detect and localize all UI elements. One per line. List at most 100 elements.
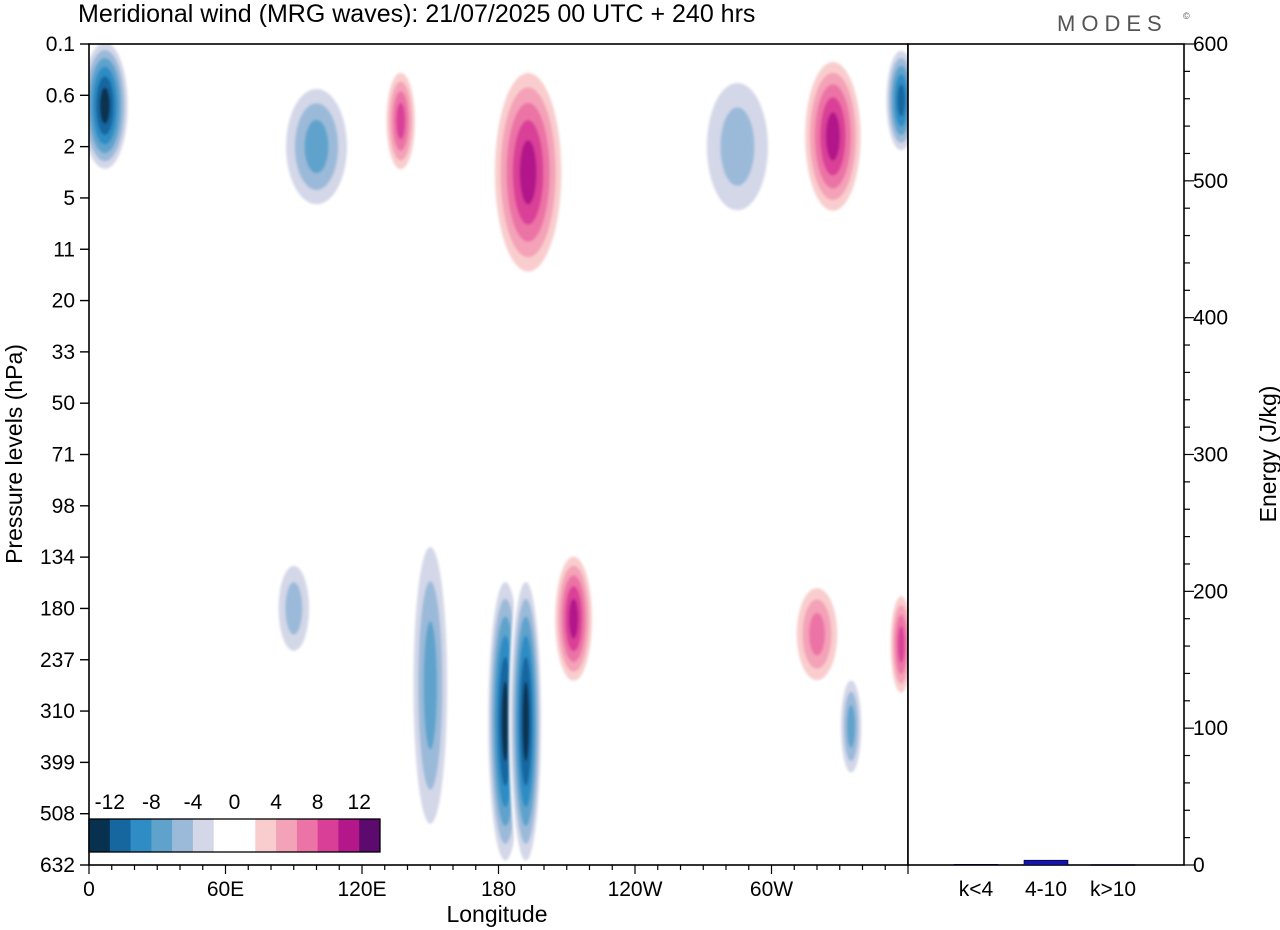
pressure-tick-label: 98 — [52, 495, 75, 518]
contour-feature-7 — [277, 76, 356, 218]
colorbar-label: 8 — [312, 791, 324, 814]
wavenumber-label: k>10 — [1090, 878, 1136, 901]
heatmap-panel — [88, 43, 909, 866]
heatmap-contours — [89, 44, 908, 865]
pressure-tick-label: 20 — [52, 290, 75, 313]
wavenumber-axis: k<4 4-10 k>10 — [959, 878, 1136, 901]
energy-bars — [953, 859, 1136, 866]
energy-tick-label: 500 — [1193, 170, 1228, 193]
contour-feature-10 — [800, 51, 866, 222]
wavenumber-label: k<4 — [959, 878, 994, 901]
contour-band — [396, 102, 406, 140]
colorbar-frame — [88, 818, 381, 853]
contour-band — [285, 582, 303, 635]
contour-feature-14 — [838, 670, 865, 783]
colorbar-swatch — [338, 819, 360, 852]
contour-feature-6 — [883, 44, 908, 157]
energy-axis: 0 100 200 300 400 500 600 — [1184, 33, 1228, 877]
contour-band — [522, 681, 530, 762]
colorbar-swatch — [276, 819, 298, 852]
chart-title: Meridional wind (MRG waves): 21/07/2025 … — [78, 0, 755, 28]
pressure-tick-label: 134 — [40, 546, 75, 569]
energy-bar-1 — [1023, 859, 1069, 866]
contour-feature-4 — [272, 552, 316, 665]
contour-band — [809, 612, 825, 656]
modes-logo-text: MODES — [1057, 11, 1168, 36]
colorbar-label: -8 — [142, 791, 161, 814]
modes-logo-mark: © — [1183, 11, 1190, 21]
contour-feature-5 — [89, 44, 131, 177]
energy-bar-2 — [1090, 864, 1136, 866]
energy-tick-label: 100 — [1193, 717, 1228, 740]
pressure-tick-label: 0.1 — [46, 33, 75, 56]
contour-band — [519, 140, 537, 205]
contour-feature-3 — [408, 516, 452, 855]
contour-band — [304, 119, 329, 174]
contour-band — [825, 112, 841, 161]
contour-band — [897, 84, 905, 117]
colorbar: -12 -8 -4 0 4 8 12 — [88, 791, 381, 853]
pressure-tick-label: 632 — [40, 854, 75, 877]
energy-bar-0 — [953, 863, 999, 866]
colorbar-swatch — [296, 819, 318, 852]
longitude-tick-label: 120W — [608, 878, 663, 901]
colorbar-label: -12 — [95, 791, 125, 814]
contour-feature-1 — [508, 566, 544, 865]
pressure-tick-label: 5 — [63, 187, 75, 210]
contour-band — [897, 626, 905, 663]
colorbar-label: 4 — [270, 791, 282, 814]
pressure-tick-label: 237 — [40, 649, 75, 672]
colorbar-swatch — [234, 819, 256, 852]
contour-feature-2 — [552, 548, 596, 690]
longitude-axis: 0 60E 120E 180 120W 60W — [83, 865, 909, 901]
energy-tick-label: 300 — [1193, 444, 1228, 467]
energy-axis-label: Energy (J/kg) — [1255, 386, 1280, 523]
contour-band — [501, 681, 509, 762]
modes-logo: MODES © — [1057, 11, 1190, 36]
colorbar-swatch — [255, 819, 277, 852]
pressure-axis: 0.1 0.6 2 5 11 20 33 50 71 98 134 180 237 310 399 508 63… — [40, 33, 89, 877]
colorbar-label: 0 — [229, 791, 241, 814]
longitude-tick-label: 180 — [481, 878, 516, 901]
wavenumber-label: 4-10 — [1025, 878, 1067, 901]
energy-panel-frame — [907, 43, 1185, 866]
energy-tick-label: 0 — [1193, 854, 1205, 877]
colorbar-swatch — [89, 819, 111, 852]
contour-feature-8 — [383, 64, 419, 178]
energy-tick-label: 600 — [1193, 33, 1228, 56]
contour-band — [720, 107, 755, 186]
contour-band — [847, 705, 856, 748]
colorbar-swatch — [359, 819, 381, 852]
pressure-tick-label: 50 — [52, 392, 75, 415]
colorbar-label: 12 — [348, 791, 371, 814]
contour-feature-13 — [888, 588, 908, 701]
colorbar-swatch — [213, 819, 235, 852]
colorbar-swatch — [130, 819, 152, 852]
pressure-axis-label: Pressure levels (hPa) — [1, 344, 27, 564]
pressure-tick-label: 11 — [53, 238, 75, 261]
pressure-tick-label: 33 — [52, 341, 75, 364]
colorbar-swatch — [172, 819, 194, 852]
colorbar-swatch — [192, 819, 214, 852]
longitude-tick-label: 0 — [83, 878, 95, 901]
contour-feature-12 — [791, 577, 843, 691]
contour-band — [568, 598, 579, 639]
energy-tick-label: 200 — [1193, 580, 1228, 603]
pressure-tick-label: 2 — [63, 136, 75, 159]
longitude-axis-label: Longitude — [446, 901, 547, 927]
pressure-tick-label: 399 — [40, 751, 75, 774]
pressure-tick-label: 71 — [52, 444, 75, 467]
pressure-tick-label: 180 — [40, 597, 75, 620]
longitude-tick-label: 60W — [750, 878, 793, 901]
contour-band — [423, 621, 437, 750]
contour-feature-11 — [694, 61, 781, 232]
longitude-tick-label: 120E — [337, 878, 386, 901]
energy-tick-label: 400 — [1193, 307, 1228, 330]
contour-feature-9 — [489, 59, 567, 286]
colorbar-swatch — [317, 819, 339, 852]
colorbar-swatch — [151, 819, 173, 852]
pressure-tick-label: 310 — [40, 700, 75, 723]
pressure-tick-label: 0.6 — [46, 84, 75, 107]
pressure-tick-label: 508 — [40, 803, 75, 826]
